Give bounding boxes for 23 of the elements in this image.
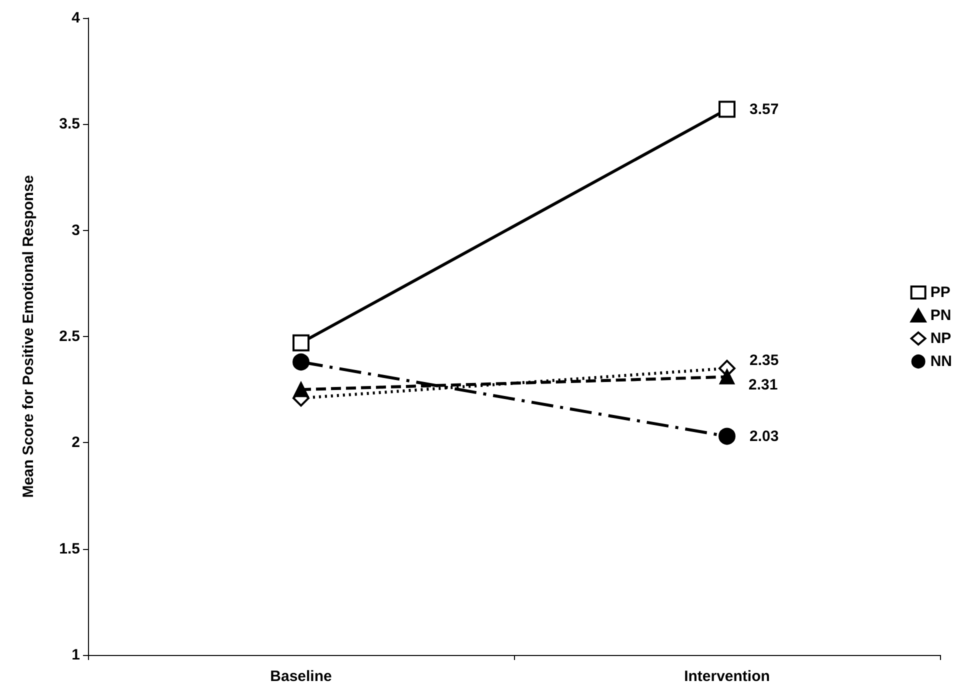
point <box>718 428 736 445</box>
y-tick-label: 4 <box>72 10 81 26</box>
data-label: 2.31 <box>748 376 778 394</box>
data-label: 2.35 <box>750 352 779 369</box>
data-label: 3.57 <box>750 100 779 118</box>
legend-label: PN <box>930 307 952 324</box>
y-tick-label: 2.5 <box>59 328 80 345</box>
legend-label: NN <box>930 353 952 370</box>
point <box>718 100 736 118</box>
x-tick-label: Intervention <box>684 668 770 685</box>
data-label: 2.03 <box>750 428 779 445</box>
y-tick-label: 2 <box>72 434 80 452</box>
y-axis-title: Mean Score for Positive Emotional Response <box>20 175 37 498</box>
point <box>294 382 308 398</box>
point <box>292 334 310 352</box>
legend-label: PP <box>930 284 950 301</box>
x-tick-label: Baseline <box>270 668 332 685</box>
y-tick-label: 1.5 <box>59 540 80 558</box>
y-tick-label: 3 <box>72 222 80 239</box>
point <box>292 353 310 370</box>
y-tick-label: 1 <box>72 646 80 664</box>
y-tick-label: 3.5 <box>59 116 80 133</box>
legend-label: NP <box>930 330 952 347</box>
